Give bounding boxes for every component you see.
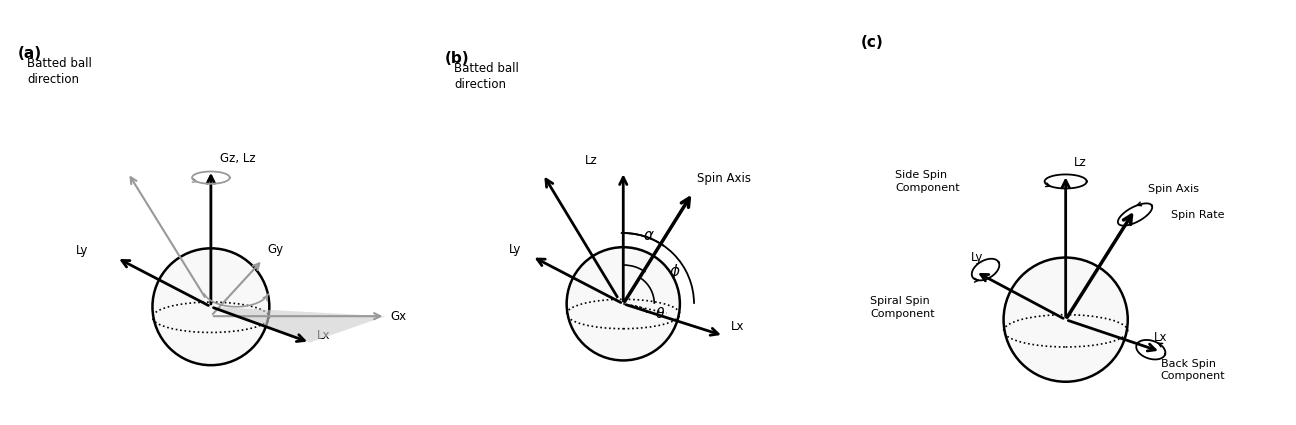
Circle shape: [566, 247, 680, 360]
Text: Lx: Lx: [316, 329, 330, 342]
Text: Spin Axis: Spin Axis: [697, 172, 752, 185]
Text: (a): (a): [18, 45, 41, 61]
Text: (c): (c): [861, 35, 883, 50]
Polygon shape: [211, 307, 385, 343]
Text: Gx: Gx: [390, 310, 406, 323]
Text: Spin Rate: Spin Rate: [1170, 210, 1225, 219]
Text: Lz: Lz: [584, 154, 597, 167]
Text: Batted ball
direction: Batted ball direction: [455, 62, 520, 91]
Text: Lz: Lz: [1073, 156, 1086, 170]
Text: Gy: Gy: [267, 243, 284, 256]
Text: Back Spin
Component: Back Spin Component: [1161, 359, 1226, 381]
Text: Spin Axis: Spin Axis: [1148, 184, 1199, 195]
Text: Spiral Spin
Component: Spiral Spin Component: [871, 297, 934, 319]
Circle shape: [153, 248, 270, 365]
Text: Ly: Ly: [971, 251, 984, 264]
Text: Gz, Lz: Gz, Lz: [220, 153, 255, 165]
Text: Lx: Lx: [1153, 331, 1168, 344]
Text: Batted ball
direction: Batted ball direction: [27, 57, 92, 86]
Text: Ly: Ly: [76, 244, 88, 257]
Circle shape: [1003, 258, 1128, 382]
Text: Lx: Lx: [731, 320, 744, 333]
Text: $\theta$: $\theta$: [656, 306, 665, 321]
Text: (b): (b): [446, 51, 470, 66]
Text: Ly: Ly: [508, 243, 521, 255]
Text: Side Spin
Component: Side Spin Component: [896, 170, 960, 193]
Text: $\alpha$: $\alpha$: [643, 228, 656, 243]
Text: $\phi$: $\phi$: [669, 262, 680, 281]
